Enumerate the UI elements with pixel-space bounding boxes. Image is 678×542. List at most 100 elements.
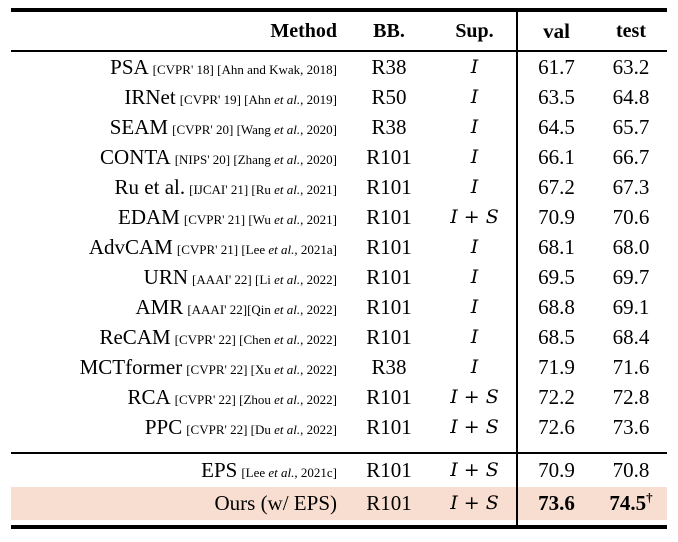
test-score-cell: 68.0: [612, 234, 650, 259]
backbone-cell: R50: [371, 84, 407, 109]
supervision-cell: I: [470, 175, 479, 198]
method-name: AdvCAM: [88, 234, 173, 259]
test-score-cell: 70.8: [595, 452, 667, 487]
citation-pre: [NIPS' 20] [Zhang: [174, 151, 275, 167]
method-cell: IRNet [CVPR' 19] [Ahn et al., 2019]: [11, 82, 345, 112]
method-name: AMR: [135, 294, 184, 319]
spacer-row: [11, 520, 667, 527]
method-name: IRNet: [124, 84, 176, 109]
test-score-cell: 69.1: [612, 294, 650, 319]
backbone-cell: R101: [366, 294, 412, 319]
test-score-cell: 64.8: [612, 84, 650, 109]
method-name: CONTA: [100, 144, 171, 169]
method-cell: EPS [Lee et al., 2021c]: [11, 452, 345, 487]
backbone-cell: R101: [366, 144, 412, 169]
test-score-cell: 69.7: [612, 264, 650, 289]
citation-pre: [Lee: [241, 465, 269, 480]
table-row-ours: Ours (w/ EPS) R101 I + S 73.6 74.5†: [11, 487, 667, 520]
citation-pre: [CVPR' 21] [Wu: [183, 211, 275, 227]
test-score-value: 74.5: [609, 491, 647, 515]
test-score-cell: 74.5†: [595, 487, 667, 520]
method-name: Ours (w/ EPS): [214, 491, 337, 515]
table-row: URN [AAAI' 22] [Li et al., 2022] R101 I …: [11, 262, 667, 292]
val-score-cell: 73.6: [516, 487, 595, 520]
supervision-cell: I: [470, 235, 479, 258]
table-row: MCTformer [CVPR' 22] [Xu et al., 2022] R…: [11, 352, 667, 382]
method-citation: [CVPR' 22] [Zhou et al., 2022]: [175, 392, 337, 407]
backbone-cell: R101: [345, 452, 433, 487]
citation-etal: et al.: [274, 301, 301, 317]
backbone-cell: R101: [366, 264, 412, 289]
spacer-cell: [11, 520, 517, 527]
citation-post: , 2022]: [300, 421, 337, 437]
backbone-cell: R101: [366, 324, 412, 349]
supervision-cell: I: [470, 55, 479, 78]
val-score-cell: 63.5: [516, 82, 595, 112]
test-score-cell: 65.7: [612, 114, 650, 139]
citation-etal: et al.: [274, 151, 301, 167]
supervision-cell: I + S: [450, 385, 499, 408]
method-citation: [NIPS' 20] [Zhang et al., 2020]: [175, 152, 337, 167]
supervision-cell: I: [470, 295, 479, 318]
val-score-cell: 72.2: [516, 382, 595, 412]
results-table: Method BB. Sup. val test PSA [CVPR' 18] …: [11, 8, 667, 529]
citation-etal: et al.: [274, 391, 301, 407]
test-score-cell: 71.6: [612, 354, 650, 379]
test-score-cell: 66.7: [612, 144, 650, 169]
citation-etal: et al.: [274, 211, 301, 227]
citation-pre: [CVPR' 18] [Ahn and Kwak, 2018]: [152, 61, 337, 77]
backbone-cell: R38: [371, 114, 407, 139]
method-cell: PPC [CVPR' 22] [Du et al., 2022]: [11, 412, 345, 453]
method-name: EPS: [201, 458, 238, 482]
backbone-cell: R101: [345, 487, 433, 520]
val-score-cell: 67.2: [516, 172, 595, 202]
supervision-cell: I: [470, 115, 479, 138]
method-cell: ReCAM [CVPR' 22] [Chen et al., 2022]: [11, 322, 345, 352]
citation-pre: [AAAI' 22] [Li: [192, 271, 275, 287]
method-cell: URN [AAAI' 22] [Li et al., 2022]: [11, 262, 345, 292]
method-citation: [Lee et al., 2021c]: [241, 465, 337, 480]
header-test: test: [595, 10, 667, 52]
val-score-cell: 72.6: [516, 412, 595, 453]
citation-etal: et al.: [268, 241, 295, 257]
method-cell: EDAM [CVPR' 21] [Wu et al., 2021]: [11, 202, 345, 232]
val-score-cell: 70.9: [516, 452, 595, 487]
citation-pre: [CVPR' 22] [Xu: [186, 361, 275, 377]
backbone-cell: R38: [371, 354, 407, 379]
supervision-cell: I + S: [450, 205, 499, 228]
citation-post: , 2021]: [300, 211, 337, 227]
citation-pre: [CVPR' 22] [Zhou: [174, 391, 275, 407]
supervision-cell: I + S: [450, 415, 499, 438]
table-row-eps: EPS [Lee et al., 2021c] R101 I + S 70.9 …: [11, 452, 667, 487]
method-name: EDAM: [118, 204, 180, 229]
citation-pre: [CVPR' 22] [Du: [186, 421, 275, 437]
header-val: val: [516, 10, 595, 52]
method-name: MCTformer: [79, 354, 183, 379]
method-name: PSA: [110, 54, 149, 79]
dagger-superscript: †: [646, 490, 653, 505]
citation-pre: [CVPR' 22] [Chen: [174, 331, 275, 347]
table-row: EDAM [CVPR' 21] [Wu et al., 2021] R101 I…: [11, 202, 667, 232]
method-citation: [CVPR' 22] [Chen et al., 2022]: [175, 332, 337, 347]
test-score-cell: 68.4: [612, 324, 650, 349]
table-header: Method BB. Sup. val test: [11, 10, 667, 52]
results-table-container: Method BB. Sup. val test PSA [CVPR' 18] …: [11, 8, 667, 529]
backbone-cell: R101: [366, 174, 412, 199]
supervision-cell: I: [470, 85, 479, 108]
citation-pre: [CVPR' 21] [Lee: [176, 241, 269, 257]
method-name: ReCAM: [99, 324, 171, 349]
supervision-cell: I + S: [433, 487, 517, 520]
method-citation: [CVPR' 18] [Ahn and Kwak, 2018]: [153, 62, 337, 77]
header-row: Method BB. Sup. val test: [11, 10, 667, 52]
method-cell: PSA [CVPR' 18] [Ahn and Kwak, 2018]: [11, 51, 345, 82]
test-score-cell: 72.8: [612, 384, 650, 409]
citation-post: , 2022]: [300, 271, 337, 287]
val-score-cell: 64.5: [516, 112, 595, 142]
method-cell: AMR [AAAI' 22][Qin et al., 2022]: [11, 292, 345, 322]
backbone-cell: R101: [366, 234, 412, 259]
test-score-cell: 73.6: [612, 414, 650, 439]
citation-pre: [CVPR' 19] [Ahn: [179, 91, 275, 107]
val-score-cell: 71.9: [516, 352, 595, 382]
citation-post: , 2022]: [300, 391, 337, 407]
method-cell: AdvCAM [CVPR' 21] [Lee et al., 2021a]: [11, 232, 345, 262]
